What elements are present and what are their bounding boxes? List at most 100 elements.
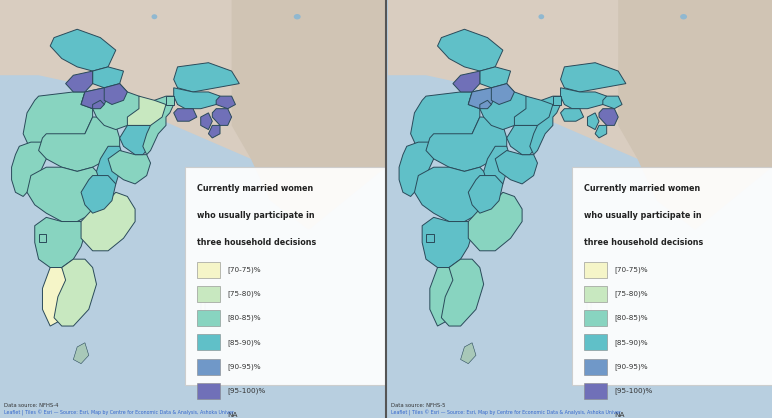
Polygon shape bbox=[422, 217, 472, 268]
Text: Currently married women: Currently married women bbox=[584, 184, 700, 193]
Bar bbox=[197, 383, 220, 399]
Polygon shape bbox=[453, 71, 480, 92]
Polygon shape bbox=[73, 343, 89, 364]
Text: NA: NA bbox=[615, 412, 625, 418]
Polygon shape bbox=[587, 301, 591, 322]
Polygon shape bbox=[469, 84, 533, 130]
Text: [95-100)%: [95-100)% bbox=[228, 387, 266, 394]
Polygon shape bbox=[54, 259, 96, 326]
Polygon shape bbox=[39, 234, 46, 242]
Polygon shape bbox=[66, 71, 93, 92]
Polygon shape bbox=[0, 146, 58, 418]
Polygon shape bbox=[388, 0, 772, 176]
Polygon shape bbox=[430, 268, 457, 326]
Polygon shape bbox=[495, 150, 537, 184]
Polygon shape bbox=[27, 167, 104, 222]
Polygon shape bbox=[438, 29, 503, 71]
Text: [85-90)%: [85-90)% bbox=[615, 339, 648, 346]
Polygon shape bbox=[426, 234, 434, 242]
Polygon shape bbox=[469, 176, 503, 213]
Text: [80-85)%: [80-85)% bbox=[615, 315, 648, 321]
Polygon shape bbox=[108, 150, 151, 184]
Polygon shape bbox=[514, 96, 553, 125]
Text: who usually participate in: who usually participate in bbox=[584, 211, 701, 220]
Polygon shape bbox=[560, 109, 584, 121]
Polygon shape bbox=[232, 0, 386, 251]
Text: who usually participate in: who usually participate in bbox=[197, 211, 314, 220]
Text: [95-100)%: [95-100)% bbox=[615, 387, 652, 394]
Polygon shape bbox=[483, 146, 510, 188]
Polygon shape bbox=[560, 88, 607, 109]
Text: [90-95)%: [90-95)% bbox=[615, 363, 648, 370]
Polygon shape bbox=[174, 88, 220, 109]
Text: three household decisions: three household decisions bbox=[197, 238, 316, 247]
Polygon shape bbox=[560, 63, 626, 92]
Text: NA: NA bbox=[228, 412, 239, 418]
Text: [70-75)%: [70-75)% bbox=[615, 266, 648, 273]
Ellipse shape bbox=[680, 14, 687, 20]
Polygon shape bbox=[415, 167, 491, 222]
Polygon shape bbox=[96, 146, 124, 188]
Polygon shape bbox=[93, 100, 104, 109]
Text: Data source: NFHS-4: Data source: NFHS-4 bbox=[4, 403, 59, 408]
Polygon shape bbox=[411, 92, 480, 159]
Polygon shape bbox=[388, 146, 445, 418]
Polygon shape bbox=[208, 125, 220, 138]
Polygon shape bbox=[480, 67, 510, 88]
Polygon shape bbox=[174, 63, 239, 92]
Text: [75-80)%: [75-80)% bbox=[228, 291, 262, 297]
Text: [75-80)%: [75-80)% bbox=[615, 291, 648, 297]
Polygon shape bbox=[81, 88, 108, 109]
Polygon shape bbox=[461, 343, 476, 364]
Polygon shape bbox=[81, 176, 116, 213]
Polygon shape bbox=[201, 301, 205, 322]
Text: [80-85)%: [80-85)% bbox=[228, 315, 262, 321]
Polygon shape bbox=[201, 113, 212, 130]
Text: Currently married women: Currently married women bbox=[197, 184, 313, 193]
Polygon shape bbox=[50, 29, 116, 71]
Text: three household decisions: three household decisions bbox=[584, 238, 703, 247]
Ellipse shape bbox=[294, 14, 301, 20]
Polygon shape bbox=[35, 217, 85, 268]
Polygon shape bbox=[553, 96, 560, 104]
Polygon shape bbox=[166, 96, 174, 104]
Polygon shape bbox=[599, 109, 618, 125]
Polygon shape bbox=[595, 125, 607, 138]
Polygon shape bbox=[491, 84, 514, 104]
Polygon shape bbox=[81, 192, 135, 251]
Text: [70-75)%: [70-75)% bbox=[228, 266, 262, 273]
Polygon shape bbox=[120, 125, 154, 155]
Bar bbox=[584, 262, 607, 278]
Bar bbox=[584, 310, 607, 326]
Polygon shape bbox=[426, 117, 506, 171]
Polygon shape bbox=[530, 96, 560, 155]
Polygon shape bbox=[0, 0, 386, 176]
Polygon shape bbox=[216, 96, 235, 109]
Bar bbox=[584, 383, 607, 399]
Bar bbox=[584, 334, 607, 350]
Bar bbox=[197, 262, 220, 278]
Polygon shape bbox=[154, 167, 386, 418]
Polygon shape bbox=[399, 142, 434, 196]
Polygon shape bbox=[587, 113, 599, 130]
Bar bbox=[197, 310, 220, 326]
Text: Leaflet | Tiles © Esri — Source: Esri, Map by Centre for Economic Data & Analysi: Leaflet | Tiles © Esri — Source: Esri, M… bbox=[391, 410, 621, 416]
Text: Data source: NFHS-5: Data source: NFHS-5 bbox=[391, 403, 446, 408]
Polygon shape bbox=[212, 109, 232, 125]
Text: Leaflet | Tiles © Esri — Source: Esri, Map by Centre for Economic Data & Analysi: Leaflet | Tiles © Esri — Source: Esri, M… bbox=[4, 410, 234, 416]
Bar bbox=[197, 334, 220, 350]
Polygon shape bbox=[127, 96, 166, 125]
Bar bbox=[584, 286, 607, 302]
Polygon shape bbox=[442, 259, 483, 326]
FancyBboxPatch shape bbox=[572, 167, 772, 385]
Bar bbox=[197, 359, 220, 375]
Polygon shape bbox=[143, 96, 174, 155]
Polygon shape bbox=[469, 192, 522, 251]
Polygon shape bbox=[174, 109, 197, 121]
Ellipse shape bbox=[151, 14, 157, 19]
Polygon shape bbox=[469, 88, 495, 109]
Bar bbox=[197, 286, 220, 302]
Polygon shape bbox=[93, 67, 124, 88]
Polygon shape bbox=[42, 268, 69, 326]
Ellipse shape bbox=[538, 14, 544, 19]
